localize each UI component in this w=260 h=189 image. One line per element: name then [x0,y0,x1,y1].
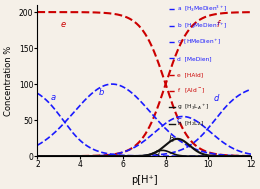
Text: b: b [99,88,104,97]
Text: h: h [168,135,174,144]
Text: f   [Ald$^-$]: f [Ald$^-$] [177,87,206,95]
Text: h  [H$_2$L$_A$]: h [H$_2$L$_A$] [177,119,204,128]
Text: c  [HMeDien$^+$]: c [HMeDien$^+$] [177,37,222,47]
Text: e: e [61,20,66,29]
Text: a  [H$_3$MeDien$^{3+}$]: a [H$_3$MeDien$^{3+}$] [177,4,228,14]
Text: g  [H$_3$L$_A$$^+$]: g [H$_3$L$_A$$^+$] [177,102,210,112]
X-axis label: p[H⁺]: p[H⁺] [131,175,158,185]
Text: d  [MeDien]: d [MeDien] [177,56,212,61]
Text: e  [HAld]: e [HAld] [177,72,204,77]
Text: c: c [176,116,181,125]
Y-axis label: Concentration %: Concentration % [4,45,13,116]
Text: a: a [51,93,56,101]
Text: g: g [154,148,160,157]
Text: d: d [213,94,218,103]
Text: f: f [217,20,219,29]
Text: b  [H$_2$MeDien$^{2+}$]: b [H$_2$MeDien$^{2+}$] [177,21,228,31]
